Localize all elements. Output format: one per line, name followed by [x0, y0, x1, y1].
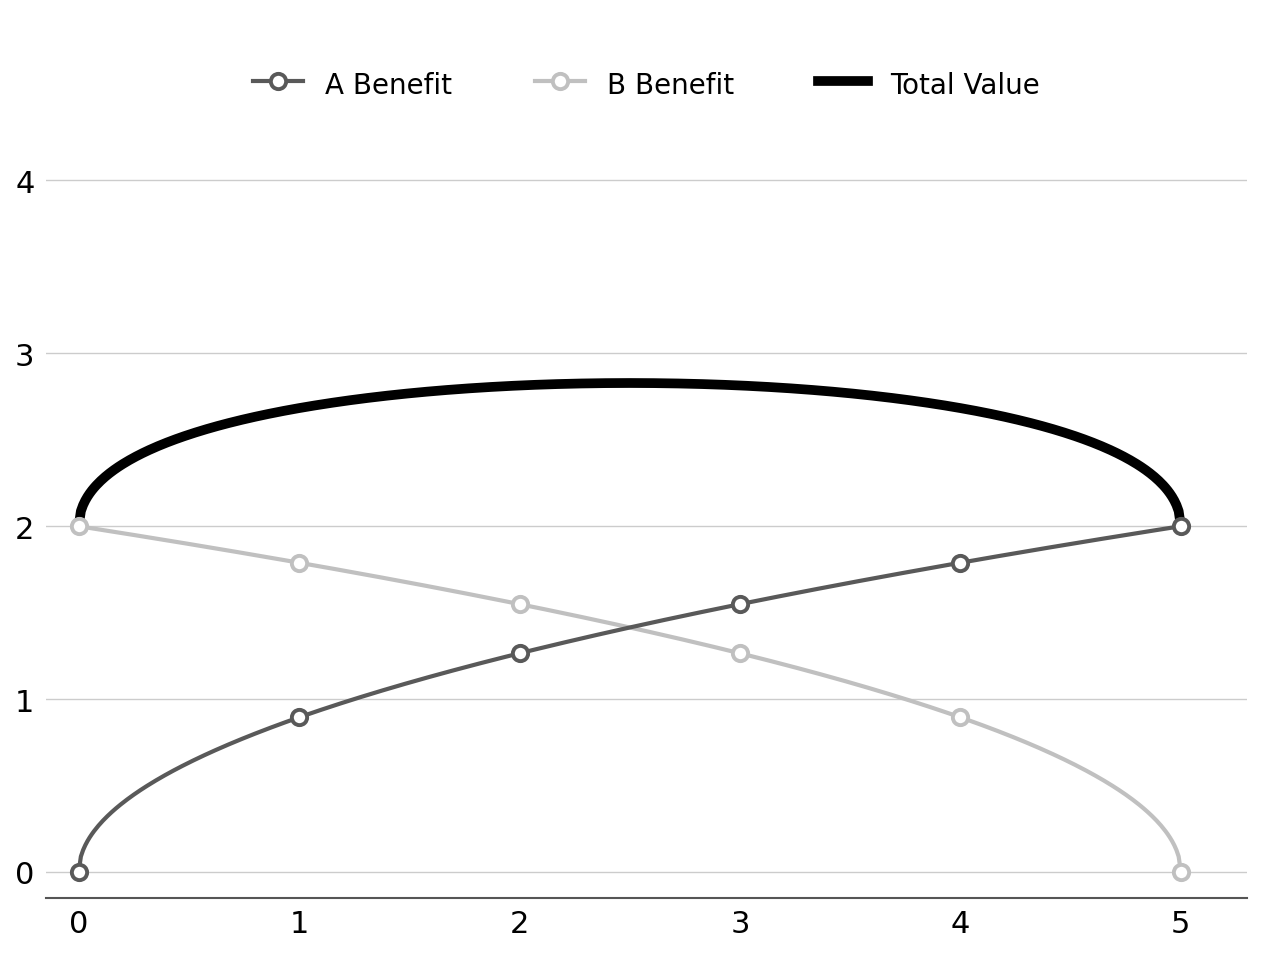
- Legend: A Benefit, B Benefit, Total Value: A Benefit, B Benefit, Total Value: [241, 59, 1051, 111]
